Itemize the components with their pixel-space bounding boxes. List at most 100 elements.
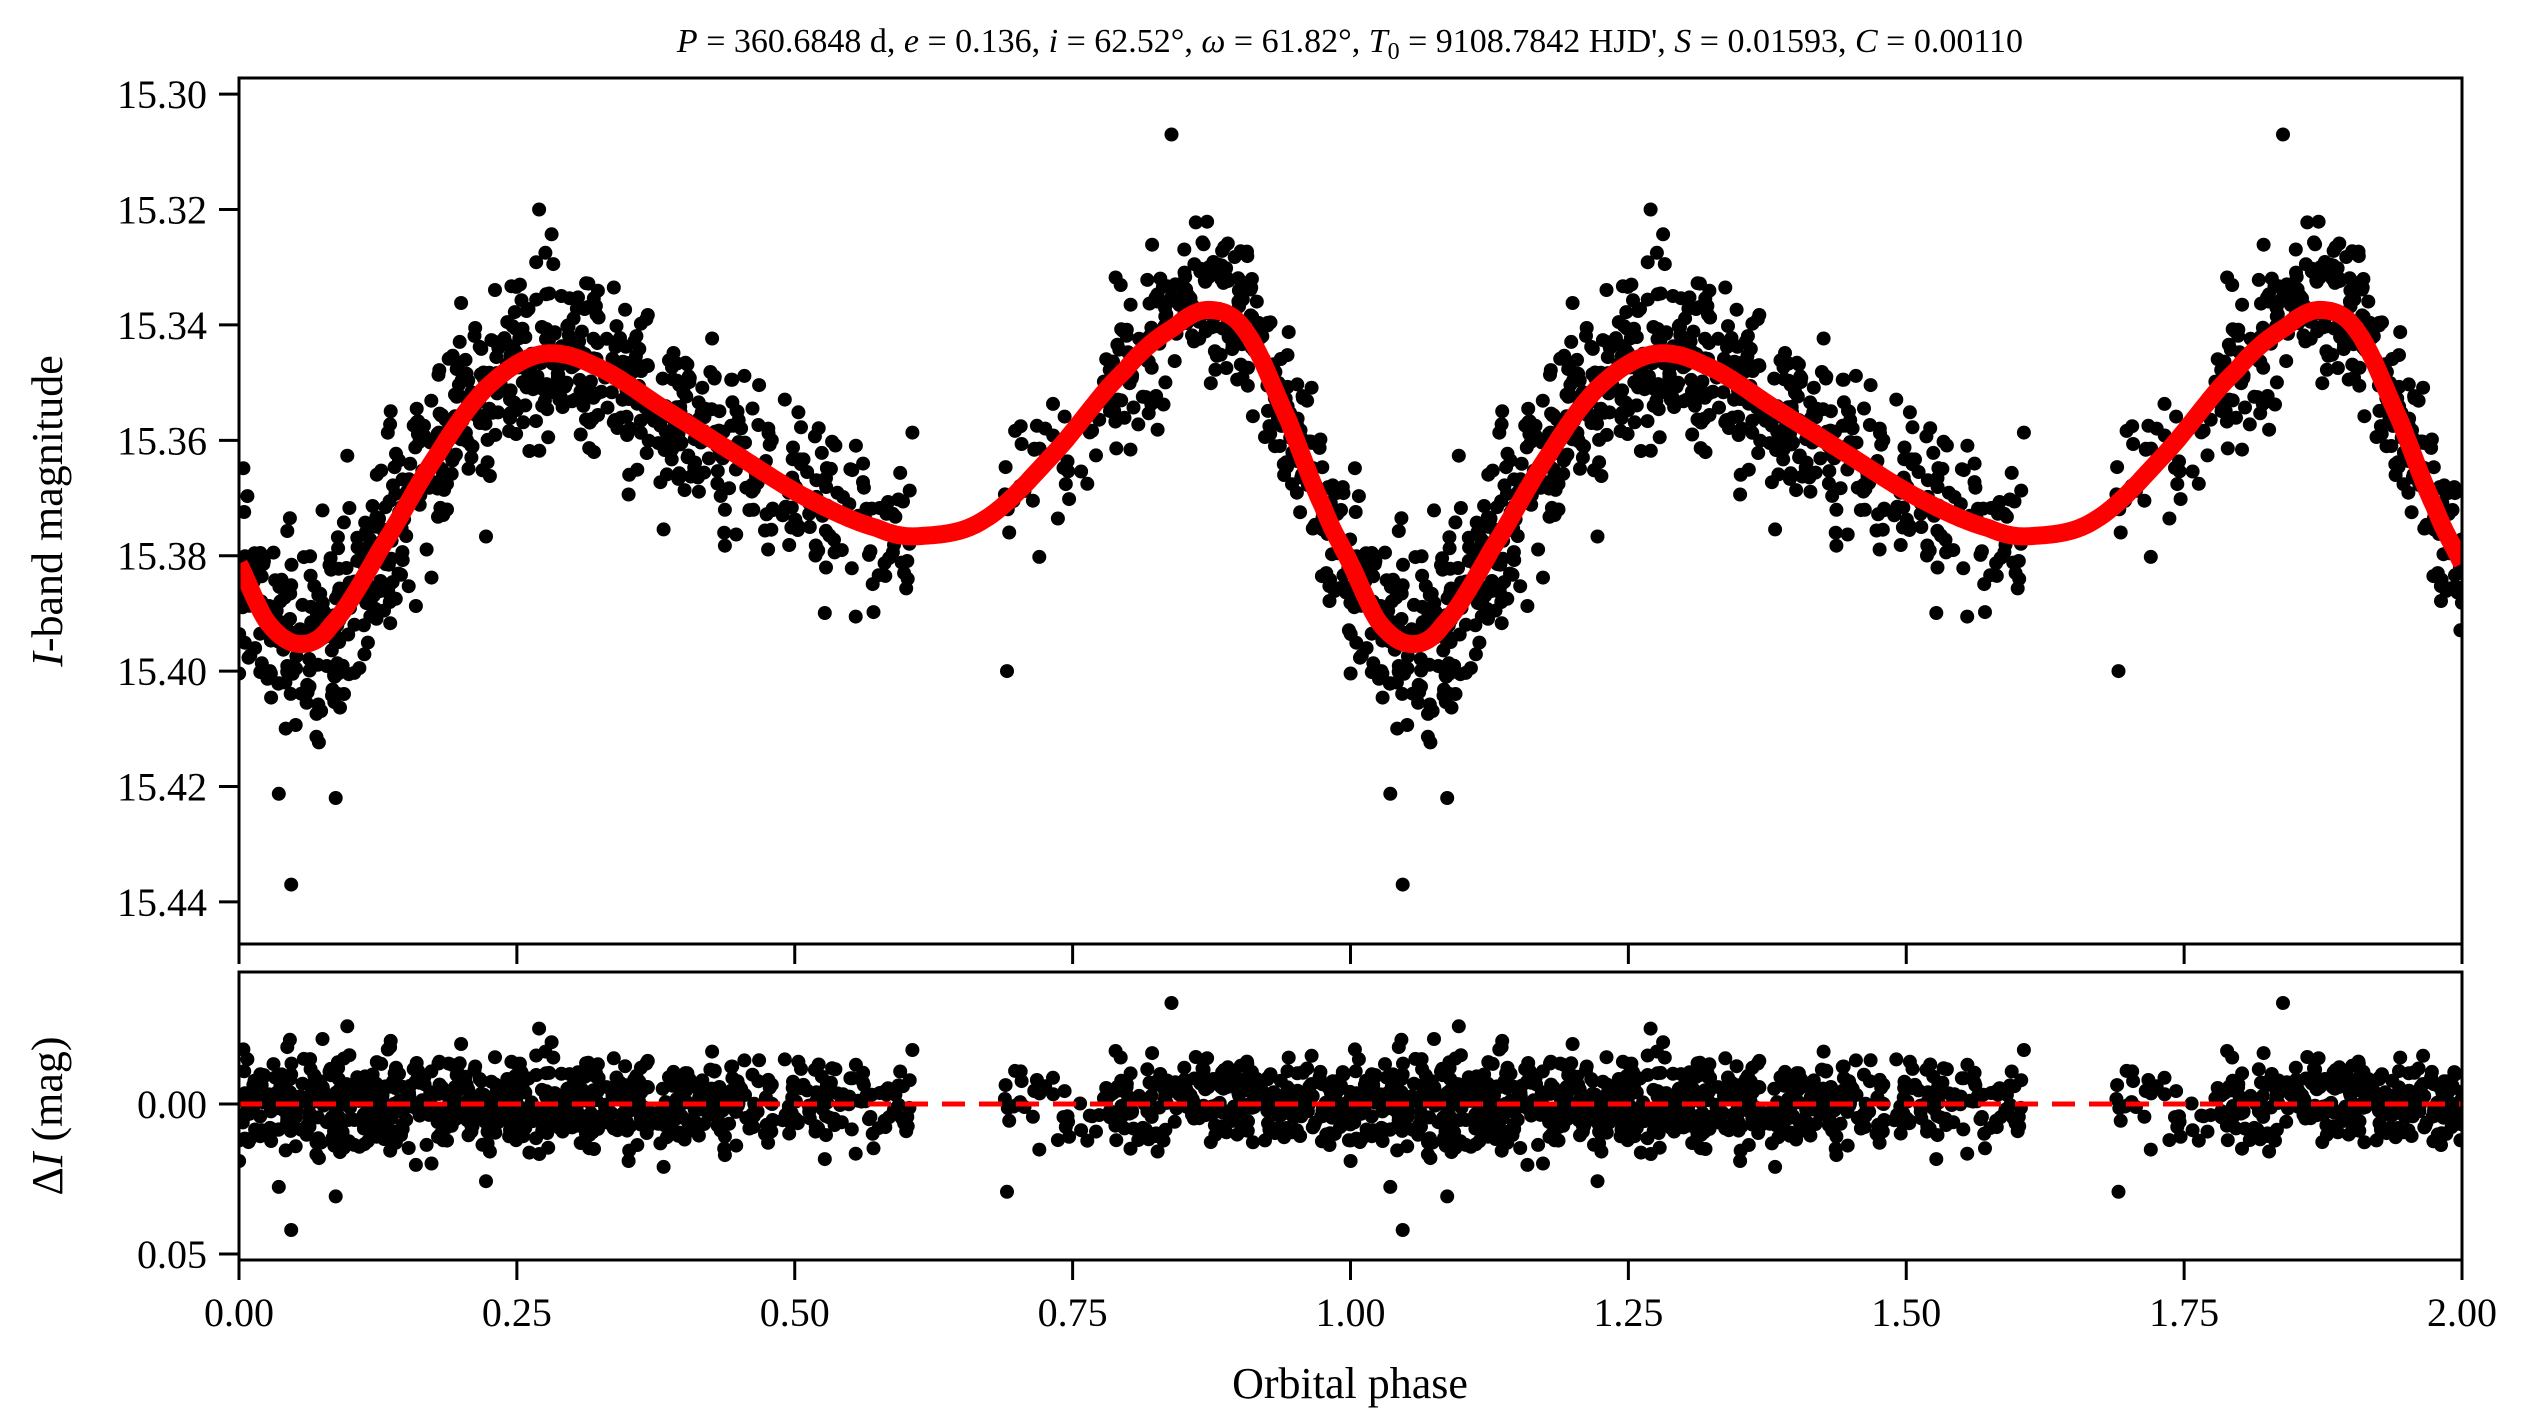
data-point [665,425,680,440]
data-point [656,522,671,537]
data-point [620,428,635,442]
residual-point [328,1189,343,1204]
data-point [1611,315,1626,330]
data-point [1721,319,1735,334]
residual-point [582,1141,597,1156]
residual-point [1700,1065,1715,1080]
data-point [1325,478,1340,493]
data-point [791,405,806,420]
data-point [722,481,737,496]
x-tick-label: 0.25 [482,1290,552,1335]
residual-point [639,1126,654,1140]
residual-point [1231,1086,1246,1101]
residual-point [1144,1109,1159,1124]
data-point [522,444,537,458]
data-point [1289,485,1304,500]
model-curve [239,300,2462,653]
data-point [509,427,524,441]
residual-point [902,1073,917,1088]
residual-point [1709,1097,1724,1112]
residual-point [1587,1097,1602,1112]
data-point [745,401,760,416]
residual-point [375,1094,390,1109]
residual-point [881,1081,896,1096]
data-point [330,530,345,545]
data-point [1818,371,1833,386]
data-point [401,579,416,594]
data-point [616,354,630,369]
data-point [1500,591,1515,606]
residual-point [1304,1077,1319,1092]
observation-points [239,127,2462,892]
residual-point [1599,1050,1614,1065]
data-point [383,616,398,631]
data-point [440,476,454,491]
residual-point [2012,1119,2027,1134]
residual-point [1280,1090,1295,1105]
data-point [1873,426,1887,441]
residual-point [1281,1050,1296,1065]
data-point [1565,296,1580,310]
data-point [1220,236,1235,251]
data-point [1521,401,1536,416]
residual-point [1816,1081,1831,1096]
residual-point [1340,1112,1355,1127]
residual-point [1176,1083,1191,1098]
data-point [1442,530,1457,545]
residual-point [825,1061,840,1076]
residual-point [263,1104,278,1119]
residual-point [408,1074,423,1089]
data-point [1494,616,1509,631]
data-point [327,666,342,681]
data-point [761,426,776,441]
residual-point [1378,1057,1392,1072]
residual-point [1500,1135,1515,1150]
data-point [2113,525,2128,540]
data-point [2200,448,2215,463]
data-point [653,475,668,490]
data-point [777,392,792,407]
title-part: ω [1201,23,1225,60]
residual-point [454,1037,469,1051]
residual-point [1102,1106,1117,1121]
residual-point [791,1054,806,1069]
residual-point [1643,1147,1658,1161]
residual-point [2235,1141,2249,1156]
data-point [480,455,495,470]
data-point [2162,511,2177,526]
residual-point [1850,1110,1865,1125]
data-point [1767,371,1782,386]
residual-point [1954,1071,1969,1086]
data-point [303,599,318,614]
residual-point [1434,1064,1448,1079]
data-point [707,371,722,386]
title-part: = 61.82°, [1225,23,1368,60]
residual-point [1364,1129,1379,1144]
data-point [885,506,900,521]
residual-point [284,1056,299,1071]
x-tick-label: 0.00 [204,1290,274,1335]
data-point [1304,380,1319,395]
data-point [2012,571,2027,586]
data-point [1117,410,1132,425]
data-point [2300,215,2315,230]
data-point [1786,435,1800,450]
residual-point [613,1075,627,1090]
residual-point [2111,1184,2126,1199]
data-point [328,791,343,805]
residual-point [1869,1126,1884,1141]
data-point [464,450,479,465]
data-point [606,280,621,295]
residual-point [1468,1084,1483,1098]
residual-point [392,1066,406,1081]
data-point [1887,508,1902,523]
data-point [1293,505,1308,520]
data-point [284,557,299,572]
residual-point [2251,1062,2266,1077]
residual-point [629,1068,644,1083]
data-point [2185,464,2200,479]
residual-point [1542,1129,1557,1144]
data-point [1686,324,1701,339]
data-point [331,541,346,556]
